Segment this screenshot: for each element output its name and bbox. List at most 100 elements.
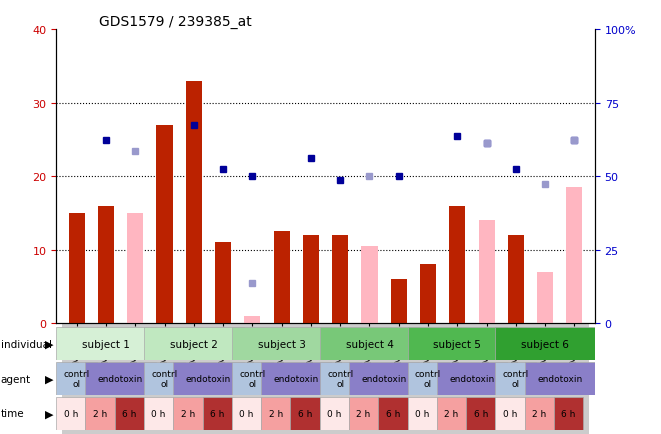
Bar — [274, 232, 290, 323]
Bar — [537, 272, 553, 323]
Text: endotoxin: endotoxin — [537, 374, 582, 383]
Text: 2 h: 2 h — [444, 409, 459, 418]
Text: 2 h: 2 h — [181, 409, 195, 418]
Bar — [408, 397, 437, 430]
Bar — [413, 323, 443, 434]
Text: 0 h: 0 h — [151, 409, 166, 418]
Text: time: time — [1, 408, 24, 418]
Bar — [531, 323, 560, 434]
Bar — [320, 397, 349, 430]
Bar — [525, 397, 554, 430]
Bar — [566, 188, 582, 323]
Bar — [479, 221, 494, 323]
Bar — [232, 362, 273, 395]
Bar — [238, 323, 267, 434]
Bar — [290, 397, 320, 430]
Text: individual: individual — [1, 339, 52, 349]
Bar — [261, 397, 290, 430]
Bar — [120, 323, 150, 434]
Text: subject 4: subject 4 — [346, 339, 393, 349]
Text: 0 h: 0 h — [503, 409, 517, 418]
Bar — [326, 323, 355, 434]
Bar — [144, 397, 173, 430]
Bar — [560, 323, 589, 434]
Bar — [215, 243, 231, 323]
Bar — [202, 397, 232, 430]
Bar — [69, 214, 85, 323]
Bar — [554, 397, 583, 430]
Bar — [186, 82, 202, 323]
Bar — [332, 235, 348, 323]
Bar — [98, 206, 114, 323]
Text: 6 h: 6 h — [298, 409, 312, 418]
Text: 6 h: 6 h — [386, 409, 400, 418]
Text: subject 1: subject 1 — [82, 339, 130, 349]
Bar — [508, 235, 524, 323]
Bar — [261, 362, 331, 395]
Bar — [384, 323, 413, 434]
Bar — [173, 397, 202, 430]
Bar — [173, 362, 243, 395]
Text: 6 h: 6 h — [473, 409, 488, 418]
Bar — [525, 362, 595, 395]
Bar — [232, 397, 261, 430]
Text: 0 h: 0 h — [327, 409, 342, 418]
Text: subject 3: subject 3 — [258, 339, 305, 349]
Bar — [362, 247, 377, 323]
Text: endotoxin: endotoxin — [186, 374, 231, 383]
Text: endotoxin: endotoxin — [449, 374, 494, 383]
Bar — [115, 397, 144, 430]
Bar — [437, 397, 466, 430]
Text: endotoxin: endotoxin — [362, 374, 407, 383]
Bar — [157, 125, 173, 323]
Text: 2 h: 2 h — [532, 409, 547, 418]
Bar — [495, 328, 595, 360]
Text: contrl
ol: contrl ol — [239, 369, 266, 388]
Bar — [179, 323, 208, 434]
Text: 0 h: 0 h — [239, 409, 254, 418]
Bar — [437, 362, 507, 395]
Bar — [85, 397, 115, 430]
Bar — [408, 362, 449, 395]
Text: endotoxin: endotoxin — [98, 374, 143, 383]
Bar — [472, 323, 501, 434]
Bar — [443, 323, 472, 434]
Text: contrl
ol: contrl ol — [327, 369, 354, 388]
Text: contrl
ol: contrl ol — [415, 369, 441, 388]
Bar — [208, 323, 238, 434]
Bar — [495, 397, 525, 430]
Text: contrl
ol: contrl ol — [151, 369, 178, 388]
Text: GDS1579 / 239385_at: GDS1579 / 239385_at — [99, 15, 252, 29]
Bar — [85, 362, 156, 395]
Bar — [232, 328, 331, 360]
Text: subject 2: subject 2 — [170, 339, 217, 349]
Text: 2 h: 2 h — [356, 409, 371, 418]
Bar — [144, 362, 185, 395]
Bar — [150, 323, 179, 434]
Bar — [320, 328, 419, 360]
Bar — [303, 235, 319, 323]
Bar — [245, 316, 260, 323]
Text: agent: agent — [1, 374, 31, 384]
Bar — [56, 362, 97, 395]
Bar — [62, 323, 91, 434]
Text: 6 h: 6 h — [122, 409, 137, 418]
Text: 2 h: 2 h — [93, 409, 107, 418]
Bar — [349, 362, 419, 395]
Text: 2 h: 2 h — [268, 409, 283, 418]
Bar — [296, 323, 326, 434]
Bar — [127, 214, 143, 323]
Bar — [420, 265, 436, 323]
Text: contrl
ol: contrl ol — [63, 369, 90, 388]
Bar — [495, 362, 536, 395]
Text: subject 6: subject 6 — [521, 339, 569, 349]
Bar — [320, 362, 361, 395]
Bar — [56, 397, 85, 430]
Bar — [56, 328, 156, 360]
Bar — [466, 397, 495, 430]
Text: ▶: ▶ — [45, 374, 53, 384]
Bar — [408, 328, 507, 360]
Text: subject 5: subject 5 — [434, 339, 481, 349]
Bar — [91, 323, 120, 434]
Bar — [378, 397, 408, 430]
